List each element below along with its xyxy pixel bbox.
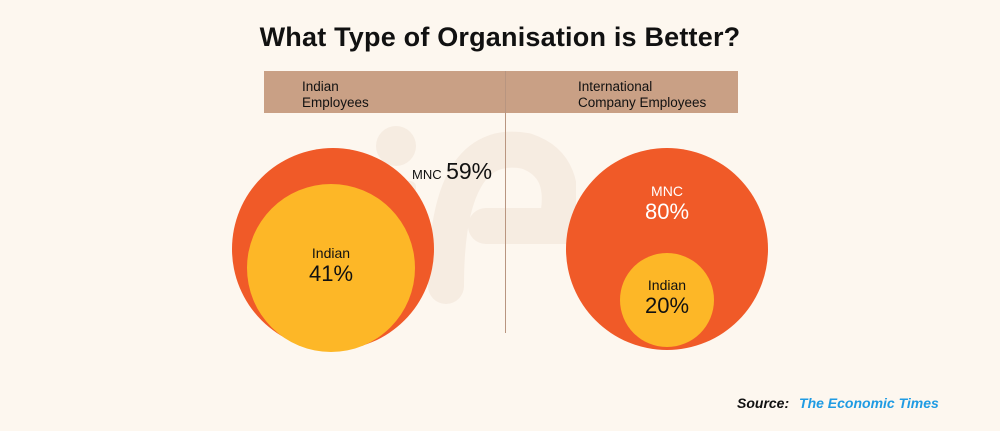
group-header-indian-line2: Employees: [302, 95, 369, 110]
label-international-employees-indian-name: Indian: [647, 277, 687, 293]
bubble-indian-employees-indian: [247, 184, 415, 352]
chart-title: What Type of Organisation is Better?: [259, 22, 741, 52]
bubble-international-employees-mnc: [566, 148, 768, 350]
group-divider: [505, 71, 506, 333]
source-name[interactable]: The Economic Times: [799, 395, 939, 411]
label-indian-employees-indian: Indian 41%: [261, 245, 401, 287]
group-header-international-line2: Company Employees: [578, 95, 707, 110]
source-label: Source:: [737, 395, 790, 411]
bubble-international-employees-indian: [620, 253, 714, 347]
group-header-indian-line1: Indian: [302, 79, 339, 94]
label-indian-employees-mnc: MNC 59%: [412, 158, 492, 185]
group-header-bar: [264, 71, 738, 113]
label-indian-employees-indian-name: Indian: [311, 245, 351, 261]
group-header-indian: Indian Employees: [302, 79, 482, 111]
label-international-employees-indian: Indian 20%: [597, 277, 737, 319]
source-note: Source: The Economic Times: [737, 395, 939, 411]
label-international-employees-indian-value: 20%: [644, 293, 690, 318]
label-indian-employees-indian-value: 41%: [308, 261, 354, 286]
label-international-employees-mnc-value: 80%: [644, 199, 690, 224]
label-indian-employees-mnc-name: MNC: [412, 167, 442, 182]
group-header-international: International Company Employees: [578, 79, 758, 111]
group-header-international-line1: International: [578, 79, 653, 94]
label-international-employees-mnc: MNC 80%: [597, 183, 737, 225]
label-international-employees-mnc-name: MNC: [651, 183, 683, 199]
label-indian-employees-mnc-value: 59%: [446, 158, 493, 184]
